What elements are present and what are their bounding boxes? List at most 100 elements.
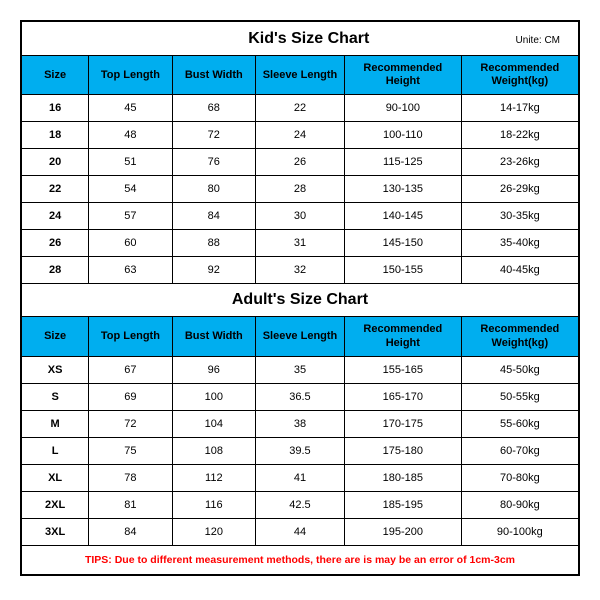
- cell: 30-35kg: [461, 203, 578, 230]
- cell: 115-125: [344, 149, 461, 176]
- kids-size-table: Size Top Length Bust Width Sleeve Length…: [22, 56, 578, 283]
- cell: 32: [256, 257, 345, 284]
- cell: 150-155: [344, 257, 461, 284]
- cell: 45: [89, 95, 172, 122]
- col-size: Size: [22, 317, 89, 356]
- cell: 30: [256, 203, 345, 230]
- cell: 100-110: [344, 122, 461, 149]
- cell: 80: [172, 176, 255, 203]
- cell: 2XL: [22, 491, 89, 518]
- tips-note: TIPS: Due to different measurement metho…: [22, 545, 578, 574]
- table-row: 26608831145-15035-40kg: [22, 230, 578, 257]
- adults-title: Adult's Size Chart: [22, 291, 578, 309]
- cell: 54: [89, 176, 172, 203]
- cell: 72: [89, 410, 172, 437]
- cell: 120: [172, 518, 255, 545]
- table-row: 20517626115-12523-26kg: [22, 149, 578, 176]
- cell: 18: [22, 122, 89, 149]
- cell: 130-135: [344, 176, 461, 203]
- cell: 72: [172, 122, 255, 149]
- cell: 112: [172, 464, 255, 491]
- cell: 26-29kg: [461, 176, 578, 203]
- cell: S: [22, 383, 89, 410]
- cell: 175-180: [344, 437, 461, 464]
- cell: 35: [256, 356, 345, 383]
- table-row: XL7811241180-18570-80kg: [22, 464, 578, 491]
- cell: 170-175: [344, 410, 461, 437]
- col-rec-height: Recommended Height: [344, 317, 461, 356]
- kids-header-row: Size Top Length Bust Width Sleeve Length…: [22, 56, 578, 95]
- cell: 75: [89, 437, 172, 464]
- col-rec-height: Recommended Height: [344, 56, 461, 95]
- cell: 48: [89, 122, 172, 149]
- cell: 68: [172, 95, 255, 122]
- table-row: 1645682290-10014-17kg: [22, 95, 578, 122]
- table-row: XS679635155-16545-50kg: [22, 356, 578, 383]
- cell: 28: [256, 176, 345, 203]
- cell: 26: [22, 230, 89, 257]
- col-size: Size: [22, 56, 89, 95]
- kids-title-row: Kid's Size Chart Unite: CM: [22, 22, 578, 56]
- col-bust-width: Bust Width: [172, 56, 255, 95]
- cell: 50-55kg: [461, 383, 578, 410]
- cell: 22: [22, 176, 89, 203]
- cell: 3XL: [22, 518, 89, 545]
- table-row: M7210438170-17555-60kg: [22, 410, 578, 437]
- col-sleeve-length: Sleeve Length: [256, 317, 345, 356]
- cell: 36.5: [256, 383, 345, 410]
- cell: 28: [22, 257, 89, 284]
- adults-header-row: Size Top Length Bust Width Sleeve Length…: [22, 317, 578, 356]
- cell: 145-150: [344, 230, 461, 257]
- kids-title: Kid's Size Chart: [22, 30, 516, 48]
- cell: 60-70kg: [461, 437, 578, 464]
- cell: 69: [89, 383, 172, 410]
- table-row: 2XL8111642.5185-19580-90kg: [22, 491, 578, 518]
- cell: 18-22kg: [461, 122, 578, 149]
- cell: 80-90kg: [461, 491, 578, 518]
- cell: XS: [22, 356, 89, 383]
- cell: 24: [256, 122, 345, 149]
- cell: XL: [22, 464, 89, 491]
- table-row: 3XL8412044195-20090-100kg: [22, 518, 578, 545]
- cell: 78: [89, 464, 172, 491]
- cell: 31: [256, 230, 345, 257]
- col-top-length: Top Length: [89, 317, 172, 356]
- cell: 44: [256, 518, 345, 545]
- cell: 20: [22, 149, 89, 176]
- col-sleeve-length: Sleeve Length: [256, 56, 345, 95]
- cell: 155-165: [344, 356, 461, 383]
- cell: 88: [172, 230, 255, 257]
- cell: 92: [172, 257, 255, 284]
- cell: 38: [256, 410, 345, 437]
- cell: 84: [89, 518, 172, 545]
- cell: 108: [172, 437, 255, 464]
- table-row: 22548028130-13526-29kg: [22, 176, 578, 203]
- cell: 70-80kg: [461, 464, 578, 491]
- cell: 180-185: [344, 464, 461, 491]
- cell: 26: [256, 149, 345, 176]
- table-row: L7510839.5175-18060-70kg: [22, 437, 578, 464]
- cell: 40-45kg: [461, 257, 578, 284]
- cell: 96: [172, 356, 255, 383]
- cell: 63: [89, 257, 172, 284]
- table-row: 18487224100-11018-22kg: [22, 122, 578, 149]
- table-row: 24578430140-14530-35kg: [22, 203, 578, 230]
- size-chart-container: Kid's Size Chart Unite: CM Size Top Leng…: [20, 20, 580, 576]
- cell: 55-60kg: [461, 410, 578, 437]
- cell: 57: [89, 203, 172, 230]
- cell: 45-50kg: [461, 356, 578, 383]
- unit-label: Unite: CM: [516, 31, 578, 46]
- cell: 16: [22, 95, 89, 122]
- cell: 24: [22, 203, 89, 230]
- cell: 81: [89, 491, 172, 518]
- col-rec-weight: Recommended Weight(kg): [461, 56, 578, 95]
- cell: 90-100: [344, 95, 461, 122]
- cell: 22: [256, 95, 345, 122]
- cell: 185-195: [344, 491, 461, 518]
- adults-title-row: Adult's Size Chart: [22, 283, 578, 317]
- cell: 76: [172, 149, 255, 176]
- cell: 84: [172, 203, 255, 230]
- cell: 41: [256, 464, 345, 491]
- cell: 165-170: [344, 383, 461, 410]
- cell: 100: [172, 383, 255, 410]
